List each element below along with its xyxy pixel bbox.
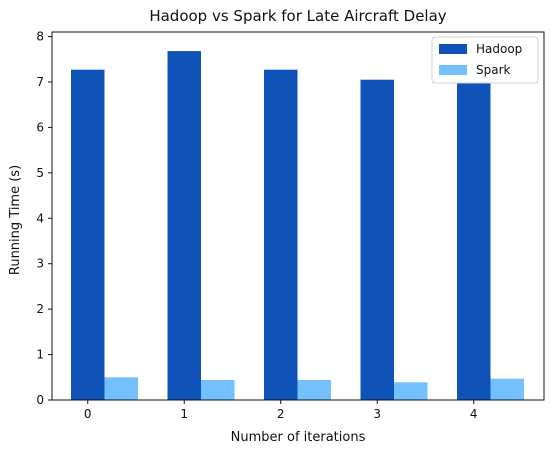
bar-spark-2 xyxy=(297,380,331,400)
x-tick-label-4: 4 xyxy=(470,407,478,421)
y-tick-label-4: 4 xyxy=(36,211,44,225)
x-axis-label: Number of iterations xyxy=(231,430,366,445)
bar-hadoop-2 xyxy=(264,69,298,400)
y-tick-label-8: 8 xyxy=(36,30,44,44)
axes-layer: 0 1 2 3 4 5 6 7 8 0 1 2 3 4 xyxy=(36,30,545,421)
bar-hadoop-4 xyxy=(457,72,491,400)
legend-swatch-spark xyxy=(439,65,467,75)
y-tick-label-0: 0 xyxy=(36,393,44,407)
y-tick-label-6: 6 xyxy=(36,120,44,134)
chart-title: Hadoop vs Spark for Late Aircraft Delay xyxy=(149,7,446,25)
y-tick-label-2: 2 xyxy=(36,302,44,316)
plot-frame xyxy=(51,31,545,401)
x-tick-label-3: 3 xyxy=(373,407,381,421)
bar-spark-3 xyxy=(394,382,428,400)
y-tick-label-7: 7 xyxy=(36,75,44,89)
bar-hadoop-1 xyxy=(167,51,201,400)
bar-hadoop-3 xyxy=(360,79,394,400)
legend: Hadoop Spark xyxy=(431,36,539,84)
bar-spark-1 xyxy=(201,380,235,400)
bar-hadoop-0 xyxy=(71,69,105,400)
bars-layer xyxy=(71,51,524,400)
x-tick-label-2: 2 xyxy=(277,407,285,421)
y-tick-label-5: 5 xyxy=(36,166,44,180)
x-tick-label-1: 1 xyxy=(180,407,188,421)
y-axis-label: Running Time (s) xyxy=(8,165,23,275)
y-tick-label-1: 1 xyxy=(36,348,44,362)
legend-label-hadoop: Hadoop xyxy=(476,42,522,56)
bar-spark-4 xyxy=(490,378,524,400)
bar-spark-0 xyxy=(104,377,138,400)
legend-swatch-hadoop xyxy=(439,44,467,54)
x-tick-label-0: 0 xyxy=(84,407,92,421)
legend-label-spark: Spark xyxy=(476,63,511,77)
y-tick-label-3: 3 xyxy=(36,257,44,271)
